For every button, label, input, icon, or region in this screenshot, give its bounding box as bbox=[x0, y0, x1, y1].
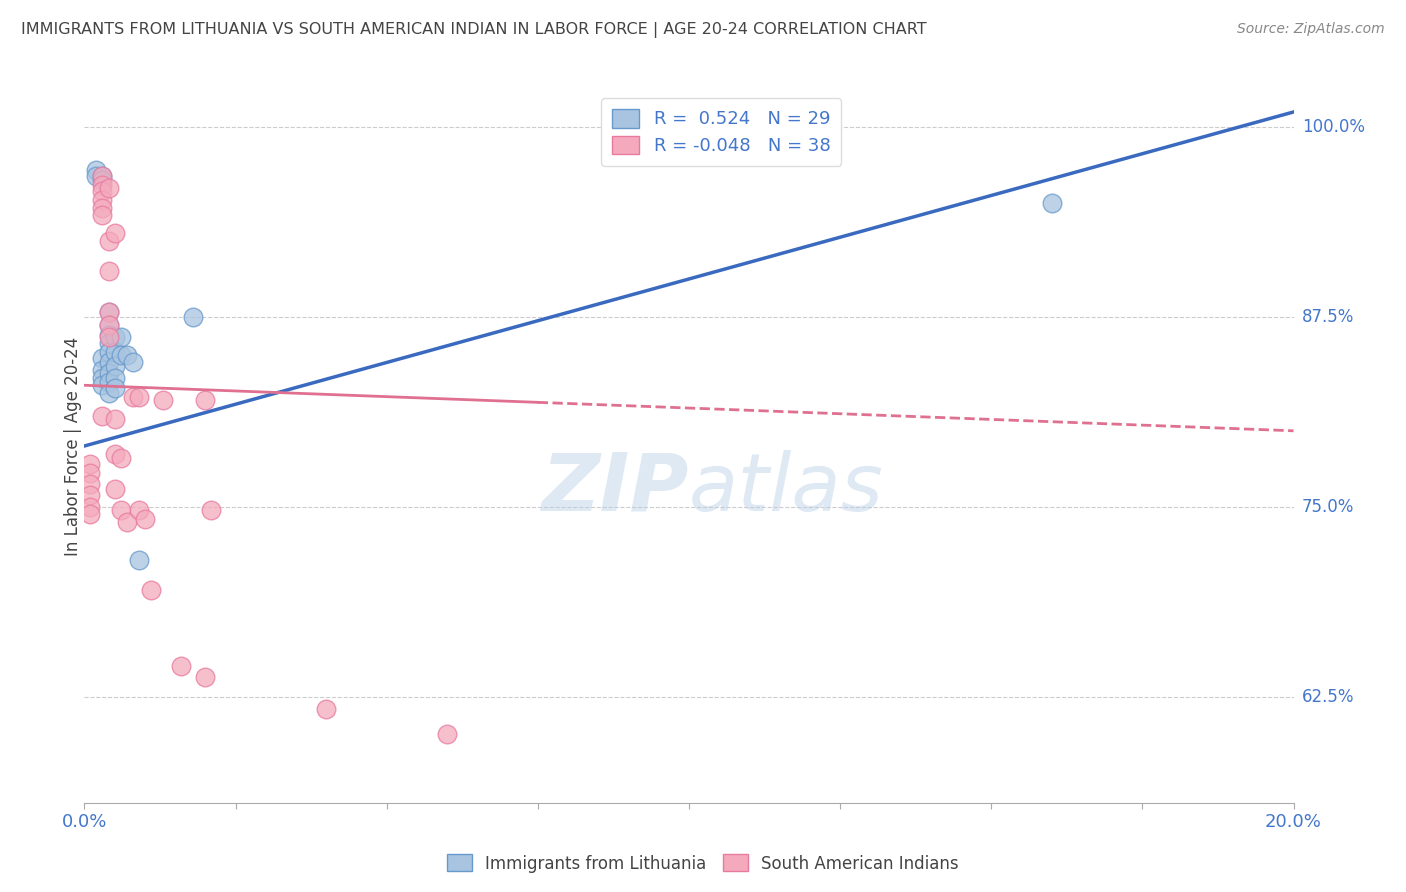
Point bbox=[181, 310, 204, 324]
Point bbox=[139, 583, 162, 598]
Text: atlas: atlas bbox=[689, 450, 884, 528]
Point bbox=[91, 201, 114, 215]
Point bbox=[104, 447, 127, 461]
Point bbox=[91, 169, 114, 183]
Point bbox=[200, 502, 222, 516]
Point bbox=[315, 701, 337, 715]
Text: 100.0%: 100.0% bbox=[1302, 118, 1365, 136]
Y-axis label: In Labor Force | Age 20-24: In Labor Force | Age 20-24 bbox=[65, 336, 82, 556]
Point bbox=[91, 178, 114, 192]
Point bbox=[97, 264, 120, 278]
Point bbox=[97, 234, 120, 248]
Point bbox=[97, 305, 120, 319]
Point bbox=[91, 351, 114, 365]
Point bbox=[194, 393, 217, 408]
Point bbox=[170, 659, 193, 673]
Point bbox=[97, 329, 120, 343]
Point bbox=[110, 502, 132, 516]
Point bbox=[91, 173, 114, 187]
Point bbox=[110, 329, 132, 343]
Point bbox=[97, 355, 120, 369]
Point bbox=[104, 411, 127, 425]
Point bbox=[104, 381, 127, 395]
Point bbox=[121, 355, 143, 369]
Point bbox=[91, 208, 114, 222]
Point bbox=[97, 181, 120, 195]
Point bbox=[436, 727, 458, 741]
Point bbox=[104, 482, 127, 496]
Text: 62.5%: 62.5% bbox=[1302, 688, 1354, 706]
Point bbox=[110, 348, 132, 362]
Point bbox=[128, 553, 150, 567]
Point bbox=[91, 370, 114, 384]
Point bbox=[128, 502, 150, 516]
Point bbox=[104, 359, 127, 373]
Point bbox=[91, 169, 114, 183]
Point bbox=[79, 508, 101, 522]
Point bbox=[91, 193, 114, 207]
Point bbox=[79, 477, 101, 491]
Point bbox=[121, 391, 143, 405]
Point bbox=[110, 451, 132, 466]
Point bbox=[97, 318, 120, 332]
Text: IMMIGRANTS FROM LITHUANIA VS SOUTH AMERICAN INDIAN IN LABOR FORCE | AGE 20-24 CO: IMMIGRANTS FROM LITHUANIA VS SOUTH AMERI… bbox=[21, 22, 927, 38]
Point bbox=[86, 169, 108, 183]
Point bbox=[97, 305, 120, 319]
Point bbox=[97, 366, 120, 380]
Point bbox=[79, 457, 101, 471]
Point bbox=[115, 348, 138, 362]
Point bbox=[97, 318, 120, 332]
Legend: R =  0.524   N = 29, R = -0.048   N = 38: R = 0.524 N = 29, R = -0.048 N = 38 bbox=[602, 98, 841, 166]
Point bbox=[91, 409, 114, 423]
Point bbox=[79, 487, 101, 501]
Point bbox=[194, 670, 217, 684]
Point bbox=[97, 328, 120, 343]
Point bbox=[128, 391, 150, 405]
Point bbox=[79, 500, 101, 514]
Point bbox=[115, 515, 138, 529]
Point bbox=[104, 344, 127, 359]
Point bbox=[1040, 196, 1063, 211]
Point bbox=[86, 162, 108, 177]
Point bbox=[104, 329, 127, 343]
Legend: Immigrants from Lithuania, South American Indians: Immigrants from Lithuania, South America… bbox=[440, 847, 966, 880]
Point bbox=[104, 370, 127, 384]
Point bbox=[152, 393, 174, 408]
Point bbox=[97, 344, 120, 359]
Point bbox=[91, 184, 114, 198]
Point bbox=[97, 335, 120, 350]
Text: Source: ZipAtlas.com: Source: ZipAtlas.com bbox=[1237, 22, 1385, 37]
Point bbox=[104, 227, 127, 241]
Point bbox=[91, 378, 114, 392]
Text: 75.0%: 75.0% bbox=[1302, 498, 1354, 516]
Point bbox=[91, 363, 114, 377]
Text: ZIP: ZIP bbox=[541, 450, 689, 528]
Point bbox=[79, 467, 101, 481]
Point bbox=[97, 385, 120, 400]
Text: 87.5%: 87.5% bbox=[1302, 308, 1354, 326]
Point bbox=[97, 376, 120, 390]
Point bbox=[134, 512, 156, 526]
